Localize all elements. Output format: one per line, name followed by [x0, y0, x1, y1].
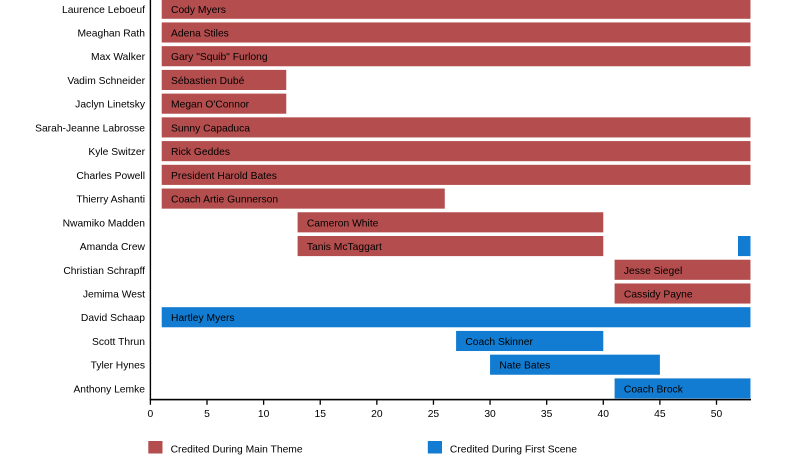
svg-text:Nwamiko Madden: Nwamiko Madden	[63, 218, 146, 229]
svg-text:15: 15	[314, 409, 326, 420]
svg-text:0: 0	[148, 409, 154, 420]
svg-text:Coach Skinner: Coach Skinner	[465, 337, 533, 348]
svg-text:20: 20	[371, 409, 383, 420]
svg-text:Credited During Main Theme: Credited During Main Theme	[171, 445, 303, 456]
svg-text:25: 25	[428, 409, 440, 420]
svg-text:David Schaap: David Schaap	[81, 313, 145, 324]
svg-text:40: 40	[598, 409, 610, 420]
svg-text:Jaclyn Linetsky: Jaclyn Linetsky	[75, 100, 146, 111]
svg-text:35: 35	[541, 409, 553, 420]
svg-text:Cassidy Payne: Cassidy Payne	[624, 290, 693, 301]
svg-text:Credited During First Scene: Credited During First Scene	[450, 445, 577, 456]
svg-text:Megan O'Connor: Megan O'Connor	[171, 100, 250, 111]
svg-text:Christian Schrapff: Christian Schrapff	[63, 266, 145, 277]
svg-text:Rick Geddes: Rick Geddes	[171, 147, 230, 158]
svg-text:Sarah-Jeanne Labrosse: Sarah-Jeanne Labrosse	[35, 123, 145, 134]
svg-text:Sébastien Dubé: Sébastien Dubé	[171, 76, 245, 87]
svg-text:50: 50	[711, 409, 723, 420]
svg-text:Anthony Lemke: Anthony Lemke	[73, 384, 145, 395]
svg-text:Coach Brock: Coach Brock	[624, 384, 684, 395]
svg-text:Nate Bates: Nate Bates	[499, 361, 550, 372]
svg-text:30: 30	[484, 409, 496, 420]
svg-text:5: 5	[204, 409, 210, 420]
svg-text:Vadim Schneider: Vadim Schneider	[67, 76, 145, 87]
svg-text:President Harold Bates: President Harold Bates	[171, 171, 277, 182]
svg-text:Scott Thrun: Scott Thrun	[92, 337, 145, 348]
svg-text:10: 10	[258, 409, 270, 420]
svg-text:Coach Artie Gunnerson: Coach Artie Gunnerson	[171, 195, 278, 206]
svg-text:Cody Myers: Cody Myers	[171, 5, 226, 16]
svg-text:Kyle Switzer: Kyle Switzer	[88, 147, 145, 158]
svg-text:Meaghan Rath: Meaghan Rath	[77, 28, 145, 39]
svg-text:Jemima West: Jemima West	[83, 290, 145, 301]
svg-text:Amanda Crew: Amanda Crew	[80, 242, 146, 253]
svg-text:Charles Powell: Charles Powell	[76, 171, 145, 182]
svg-text:Sunny Capaduca: Sunny Capaduca	[171, 123, 250, 134]
svg-text:Jesse Siegel: Jesse Siegel	[624, 266, 682, 277]
svg-text:Tanis McTaggart: Tanis McTaggart	[307, 242, 382, 253]
svg-text:Cameron White: Cameron White	[307, 218, 379, 229]
svg-text:Adena Stiles: Adena Stiles	[171, 28, 229, 39]
svg-text:Hartley Myers: Hartley Myers	[171, 313, 235, 324]
svg-text:Tyler Hynes: Tyler Hynes	[91, 361, 145, 372]
svg-text:Gary "Squib" Furlong: Gary "Squib" Furlong	[171, 52, 268, 63]
svg-text:Laurence Leboeuf: Laurence Leboeuf	[62, 5, 145, 16]
svg-text:Thierry Ashanti: Thierry Ashanti	[76, 195, 145, 206]
svg-text:Max Walker: Max Walker	[91, 52, 146, 63]
svg-text:45: 45	[654, 409, 666, 420]
